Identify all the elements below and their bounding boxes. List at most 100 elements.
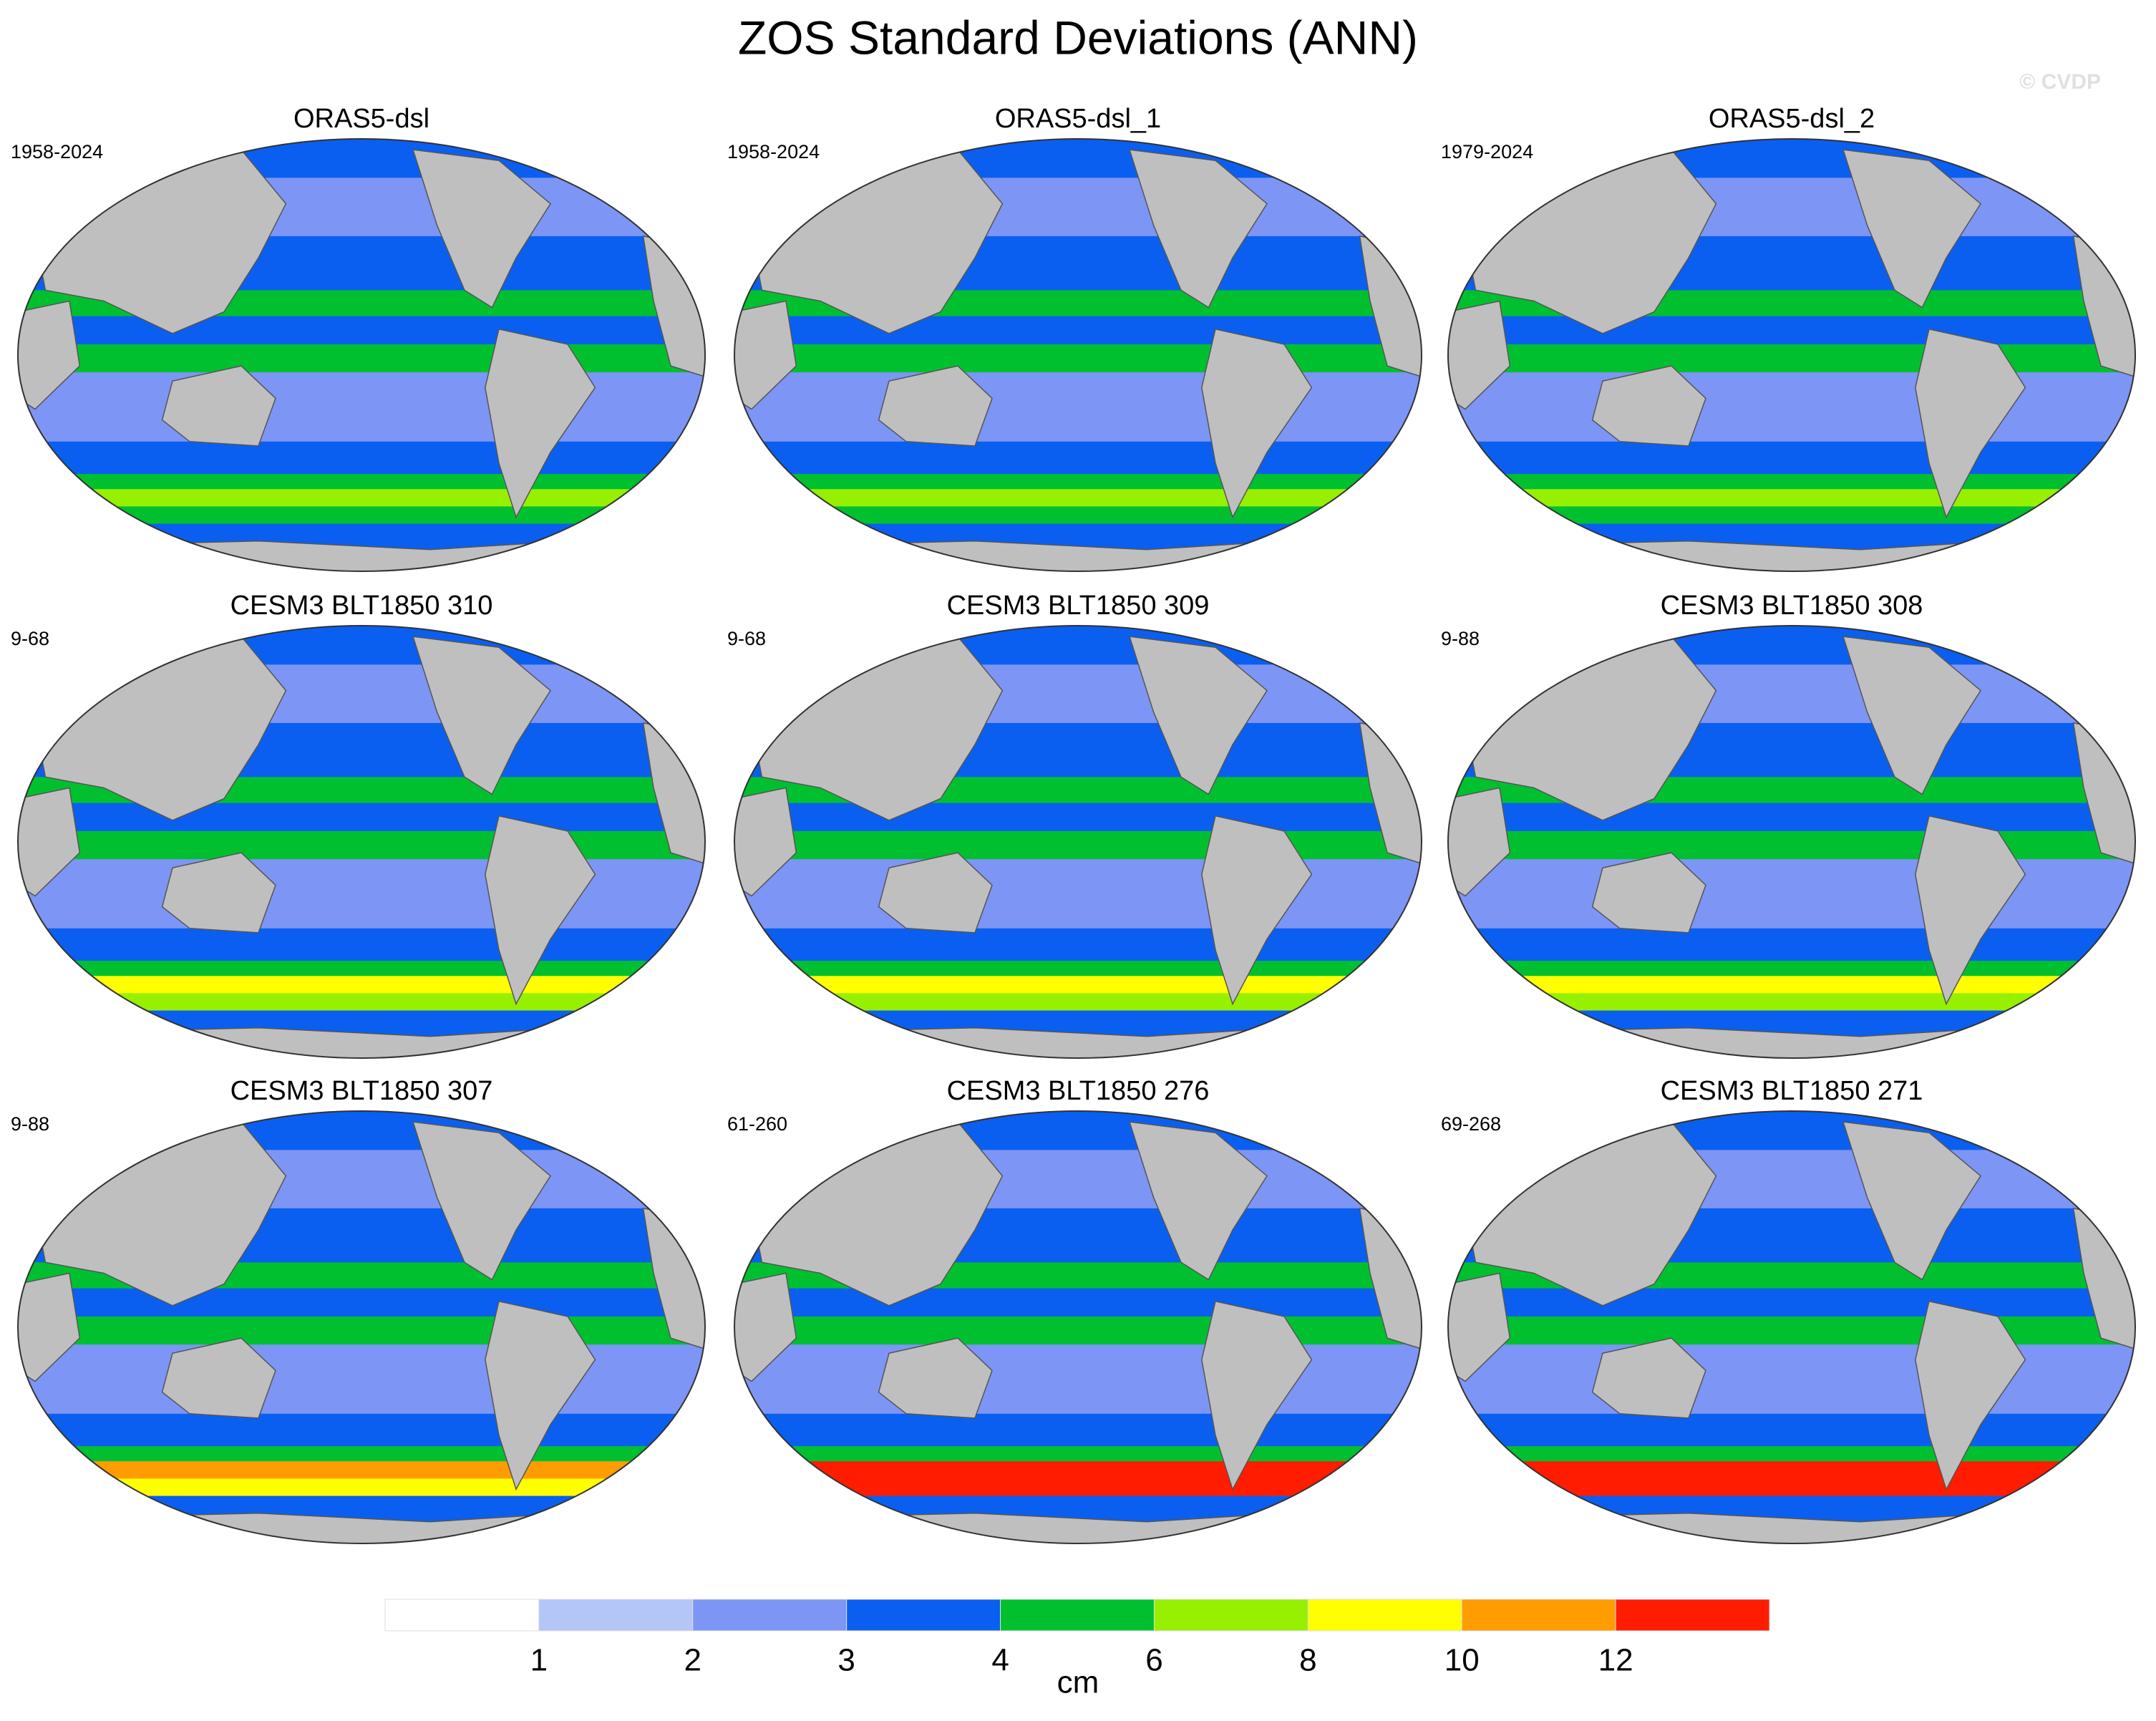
panel-years: 9-88 [11,1113,49,1135]
ocean-band [18,928,705,962]
land [1201,815,1313,1006]
figure-title: ZOS Standard Deviations (ANN) [738,11,1418,64]
ocean-band [18,489,705,508]
panel-title: CESM3 BLT1850 276 [947,1076,1210,1106]
ocean-band [734,316,1422,345]
ocean-band [18,961,705,977]
ocean-band [734,626,1422,666]
panel-title: CESM3 BLT1850 310 [230,591,493,621]
ocean-band [1448,489,2135,508]
land [485,1300,596,1491]
land [1201,328,1313,519]
ocean-band [1448,859,2135,929]
ocean-band [734,1446,1422,1463]
ocean-band [734,489,1422,508]
ocean-band [1448,1111,2135,1151]
ocean-band [734,1111,1422,1151]
ocean-band [1448,1316,2135,1346]
colorbar-box [1153,1599,1308,1632]
ocean-band [18,1111,705,1151]
map-outline [17,1110,706,1544]
ocean-band [734,1461,1422,1480]
panel-title: CESM3 BLT1850 271 [1661,1076,1923,1106]
panel-title: ORAS5-dsl [293,104,429,134]
ocean-band [1448,441,2135,475]
ocean-band [18,344,705,374]
ocean-band [734,1288,1422,1317]
land [1591,1337,1706,1419]
colorbar-box [1461,1599,1616,1632]
land [878,852,993,934]
ocean-band [1448,1461,2135,1480]
map-panel [1448,1111,2135,1543]
land [412,636,551,795]
land [1842,149,1981,309]
ocean-band [1448,976,2135,994]
land [412,149,551,309]
land [18,300,81,410]
colorbar-box [1615,1599,1770,1632]
panel-title: CESM3 BLT1850 308 [1661,591,1923,621]
land [1448,1272,1511,1382]
ocean-band [18,139,705,179]
panel-years: 9-68 [727,628,766,649]
land [1915,815,2026,1006]
watermark: © CVDP [2019,70,2101,94]
ocean-band [18,626,705,666]
land [1128,636,1268,795]
land [485,328,596,519]
map-outline [17,138,706,572]
ocean-band [734,1413,1422,1448]
ocean-band [734,976,1422,994]
land [1128,149,1268,309]
colorbar-box [384,1599,540,1632]
ocean-band [734,139,1422,179]
ocean-band [1448,139,2135,179]
panel-years: 61-260 [727,1113,787,1135]
land [1448,787,1511,897]
panel-title: ORAS5-dsl_2 [1709,104,1875,134]
map-panel [18,139,705,571]
ocean-band [18,372,705,442]
ocean-band [18,1344,705,1415]
colorbar-tick-label: 12 [1598,1643,1633,1678]
land [1591,365,1706,447]
ocean-band [18,830,705,860]
ocean-band [18,1413,705,1448]
ocean-band [734,859,1422,929]
ocean-band [18,803,705,832]
ocean-band [734,474,1422,490]
panel-years: 1979-2024 [1441,141,1533,163]
map-panel [18,1111,705,1543]
colorbar-tick-label: 3 [837,1643,855,1678]
ocean-band [1448,316,2135,345]
ocean-band [734,961,1422,977]
colorbar-box [692,1599,848,1632]
ocean-band [1448,803,2135,832]
colorbar-box [538,1599,694,1632]
map-outline [1447,1110,2136,1544]
panel-years: 1958-2024 [727,141,820,163]
land [1448,300,1511,410]
ocean-band [1448,961,2135,977]
map-panel [1448,626,2135,1058]
land [878,365,993,447]
land [1201,1300,1313,1491]
colorbar-tick-label: 4 [991,1643,1009,1678]
land [161,365,276,447]
land [161,1337,276,1419]
ocean-band [1448,1413,2135,1448]
ocean-band [1448,1288,2135,1317]
colorbar-tick-label: 8 [1299,1643,1316,1678]
colorbar-box [1307,1599,1462,1632]
panel-years: 69-268 [1441,1113,1501,1135]
ocean-band [734,441,1422,475]
ocean-band [1448,928,2135,962]
ocean-band [1448,830,2135,860]
map-panel [18,626,705,1058]
ocean-band [18,1316,705,1346]
colorbar-tick-label: 2 [684,1643,701,1678]
map-panel [1448,139,2135,571]
land [1591,852,1706,934]
